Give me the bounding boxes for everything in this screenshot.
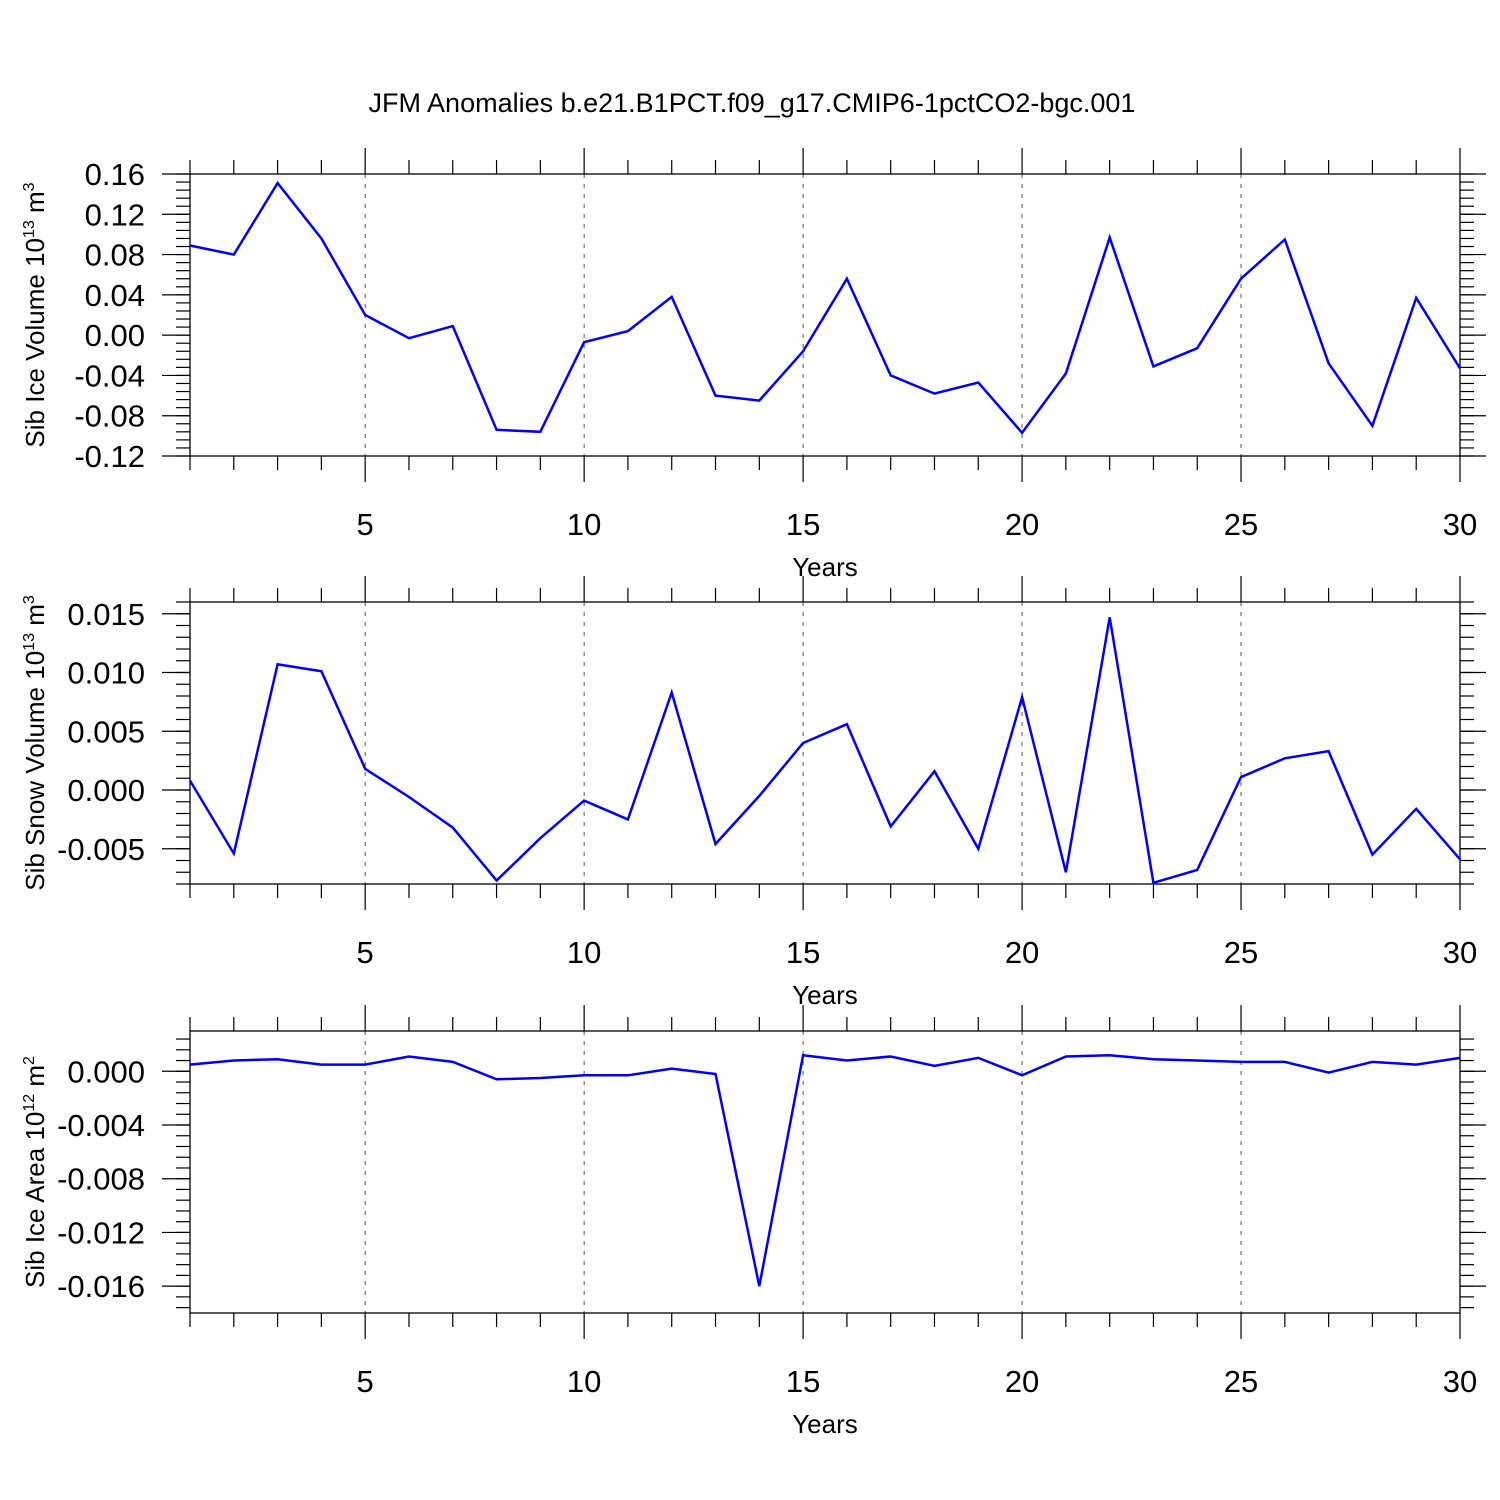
- x-tick-label: 5: [357, 507, 374, 542]
- series-line: [189, 180, 1462, 435]
- x-tick-label: 5: [357, 935, 374, 970]
- chart-panel-1: -0.12 -0.08 -0.04 0.00 0.04 0.08 0.12 0.16 5 10 15…: [20, 148, 1486, 582]
- y-tick-label: -0.012: [57, 1215, 145, 1250]
- y-tick-label: -0.08: [74, 399, 145, 434]
- y-tick-label: 0.16: [85, 157, 145, 192]
- chart-panel-3: -0.016 -0.012 -0.008 -0.004 0.000 5 10 15 20 25 30…: [20, 1005, 1486, 1439]
- y-tick-label: 0.04: [85, 278, 145, 313]
- x-tick-label: 15: [786, 1364, 820, 1399]
- x-tick-label: 25: [1224, 1364, 1258, 1399]
- chart-panel-2: -0.005 0.000 0.005 0.010 0.015 5 10 15 20 25 30 Yea…: [20, 576, 1486, 1010]
- y-tick-label: -0.008: [57, 1162, 145, 1197]
- x-tick-label: 20: [1005, 935, 1039, 970]
- plot-frame: [189, 601, 1461, 885]
- y-axis-label: Sib Ice Volume 1013 m3: [20, 182, 50, 447]
- plot-frame: [189, 1030, 1461, 1314]
- x-tick-label: 15: [786, 507, 820, 542]
- y-tick-label: -0.016: [57, 1269, 145, 1304]
- y-tick-label: -0.005: [57, 832, 145, 867]
- x-tick-label: 20: [1005, 507, 1039, 542]
- chart-panels: -0.12 -0.08 -0.04 0.00 0.04 0.08 0.12 0.16 5 10 15…: [20, 148, 1486, 1439]
- plot-frame: [189, 173, 1461, 457]
- series-line: [189, 1053, 1461, 1287]
- y-tick-label: -0.12: [74, 439, 145, 474]
- x-tick-label: 10: [567, 1364, 601, 1399]
- y-tick-label: -0.004: [57, 1108, 145, 1143]
- x-tick-label: 25: [1224, 935, 1258, 970]
- y-tick-label: 0.08: [85, 238, 145, 273]
- x-tick-label: 30: [1443, 1364, 1477, 1399]
- x-tick-label: 15: [786, 935, 820, 970]
- y-tick-label: 0.015: [67, 597, 145, 632]
- y-tick-label: 0.005: [67, 714, 145, 749]
- y-axis-label: Sib Ice Area 1012 m2: [20, 1056, 50, 1288]
- y-axis-label: Sib Snow Volume 1013 m3: [20, 595, 50, 891]
- x-tick-label: 5: [357, 1364, 374, 1399]
- x-tick-label: 10: [567, 507, 601, 542]
- y-tick-label: 0.010: [67, 656, 145, 691]
- x-tick-label: 25: [1224, 507, 1258, 542]
- y-tick-label: 0.000: [67, 1054, 145, 1089]
- x-tick-label: 30: [1443, 507, 1477, 542]
- y-tick-label: 0.12: [85, 197, 145, 232]
- x-axis-label: Years: [792, 1409, 858, 1439]
- x-axis-label: Years: [792, 552, 858, 582]
- y-tick-label: 0.000: [67, 773, 145, 808]
- x-tick-label: 10: [567, 935, 601, 970]
- x-tick-label: 20: [1005, 1364, 1039, 1399]
- y-tick-label: -0.04: [74, 358, 145, 393]
- x-tick-label: 30: [1443, 935, 1477, 970]
- series-line: [188, 617, 1461, 885]
- y-tick-label: 0.00: [85, 318, 145, 353]
- x-axis-label: Years: [792, 980, 858, 1010]
- figure-title: JFM Anomalies b.e21.B1PCT.f09_g17.CMIP6-…: [369, 88, 1136, 118]
